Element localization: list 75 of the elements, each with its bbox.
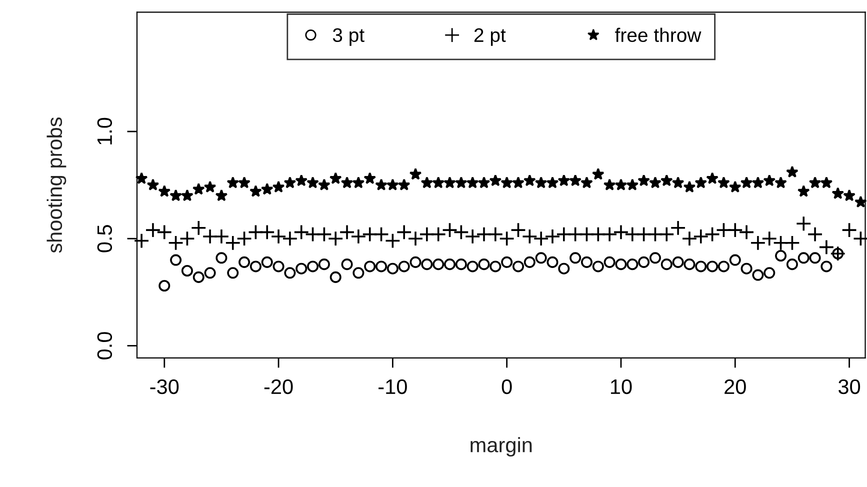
point bbox=[261, 256, 273, 268]
legend-label: free throw bbox=[615, 28, 702, 42]
point bbox=[798, 252, 810, 264]
point bbox=[421, 258, 433, 270]
point bbox=[546, 256, 558, 268]
x-tick-label: -20 bbox=[264, 379, 293, 394]
point bbox=[227, 267, 239, 279]
point bbox=[181, 264, 193, 277]
point bbox=[604, 256, 616, 268]
point bbox=[352, 267, 364, 279]
point bbox=[318, 258, 330, 270]
point bbox=[398, 260, 410, 272]
point bbox=[752, 269, 764, 281]
point bbox=[786, 258, 798, 270]
point bbox=[638, 256, 650, 268]
point bbox=[444, 258, 456, 270]
point bbox=[307, 260, 319, 272]
x-tick-label: -10 bbox=[378, 379, 407, 394]
point bbox=[615, 258, 627, 270]
point bbox=[284, 267, 296, 279]
point bbox=[775, 250, 787, 262]
point bbox=[296, 262, 308, 274]
point bbox=[684, 258, 696, 270]
point bbox=[740, 262, 752, 274]
point bbox=[660, 258, 672, 270]
y-tick-label: 0.5 bbox=[97, 225, 112, 252]
point bbox=[820, 260, 832, 272]
y-axis-title: shooting probs bbox=[46, 117, 66, 253]
point bbox=[558, 262, 570, 274]
point bbox=[501, 256, 513, 268]
point bbox=[410, 256, 422, 268]
point bbox=[376, 260, 388, 272]
point bbox=[672, 256, 684, 268]
point bbox=[706, 260, 718, 272]
point bbox=[729, 254, 741, 266]
x-tick-label: 20 bbox=[724, 379, 746, 394]
point bbox=[250, 260, 262, 272]
point bbox=[649, 252, 661, 264]
point bbox=[580, 256, 593, 268]
x-tick-label: 30 bbox=[838, 379, 860, 394]
point bbox=[570, 252, 582, 264]
point bbox=[238, 256, 250, 268]
point bbox=[478, 258, 490, 270]
point bbox=[272, 260, 284, 272]
point bbox=[330, 271, 342, 283]
point bbox=[695, 260, 707, 272]
x-tick-label: 0 bbox=[502, 379, 512, 394]
point bbox=[364, 260, 376, 272]
point bbox=[524, 256, 536, 268]
point bbox=[192, 271, 204, 283]
point bbox=[809, 252, 821, 264]
point bbox=[832, 248, 844, 260]
x-tick-label: -30 bbox=[150, 379, 179, 394]
point bbox=[512, 260, 524, 272]
x-axis-title: margin bbox=[470, 437, 532, 457]
point bbox=[535, 252, 547, 264]
point bbox=[216, 252, 228, 264]
point bbox=[592, 260, 604, 272]
point bbox=[764, 267, 776, 279]
point bbox=[386, 262, 398, 274]
point bbox=[455, 258, 467, 270]
point bbox=[341, 258, 353, 270]
point bbox=[170, 254, 182, 266]
point bbox=[490, 260, 502, 272]
y-tick-label: 0.0 bbox=[97, 332, 112, 360]
point bbox=[432, 258, 444, 270]
point bbox=[158, 280, 170, 292]
legend-label: 2 pt bbox=[474, 28, 506, 46]
legend-label: 3 pt bbox=[332, 28, 364, 46]
point bbox=[204, 267, 216, 279]
point bbox=[466, 260, 478, 272]
point bbox=[626, 258, 638, 270]
y-tick-label: 1.0 bbox=[97, 118, 112, 144]
point bbox=[718, 260, 730, 272]
x-tick-label: 10 bbox=[610, 379, 632, 394]
